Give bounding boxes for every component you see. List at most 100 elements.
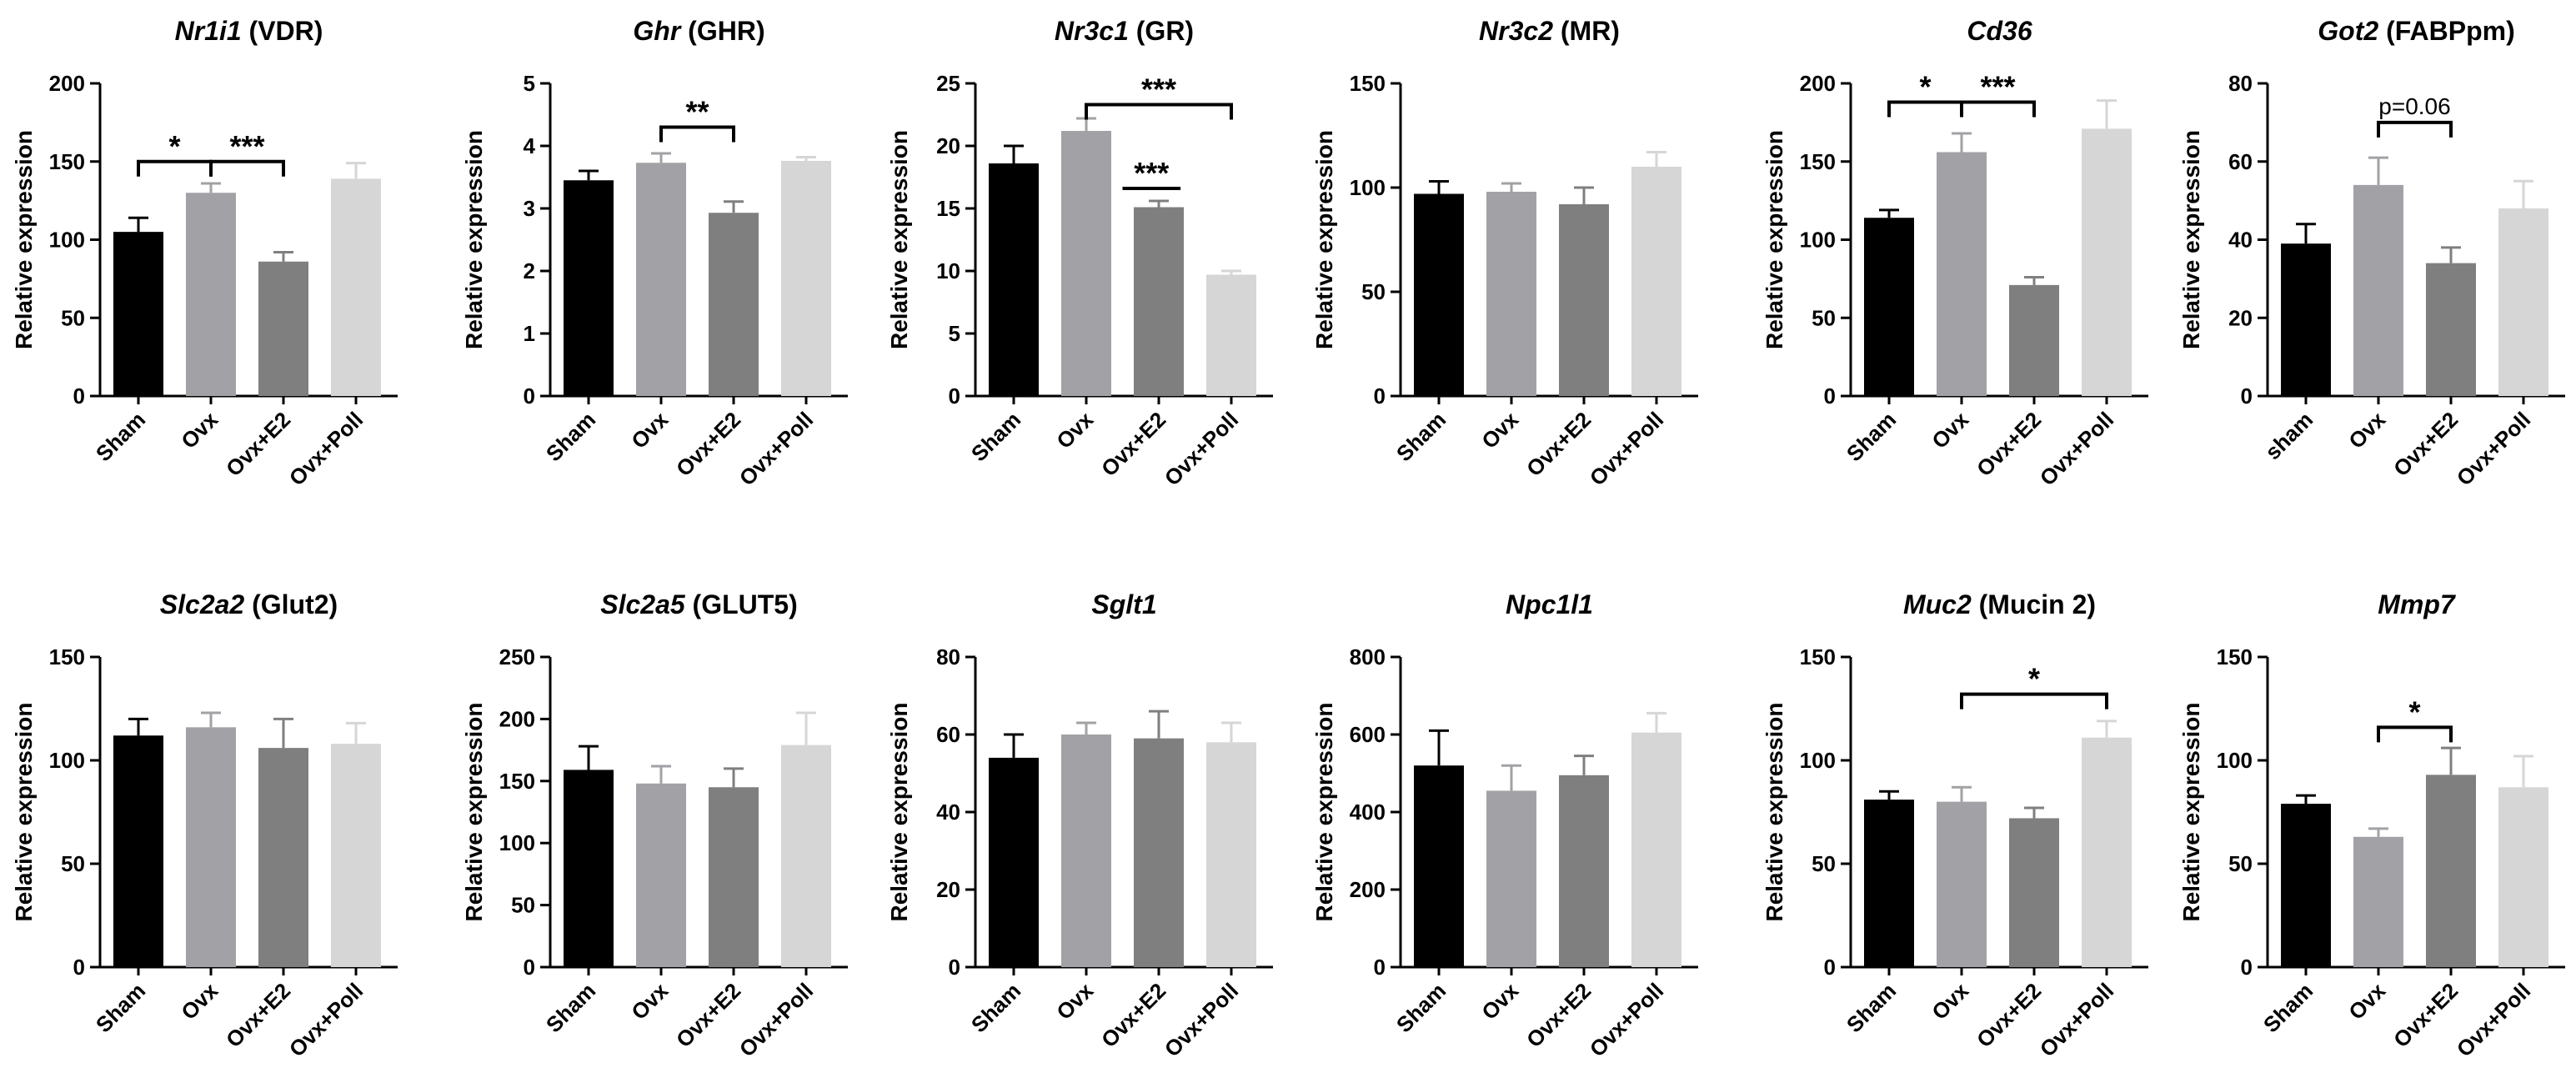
y-axis-label: Relative expression: [461, 702, 487, 921]
y-tick-label: 100: [1800, 748, 1836, 773]
y-tick-label: 100: [2217, 748, 2253, 773]
category-label: Ovx+Poll: [2035, 407, 2118, 490]
y-tick-label: 50: [1361, 279, 1386, 304]
chart-title-gene: Slc2a2: [160, 589, 245, 619]
bar-sham: [989, 163, 1039, 396]
category-label: Ovx+E2: [1521, 978, 1596, 1052]
y-tick-label: 800: [1350, 644, 1386, 669]
chart-panel-6: Got2 (FABPpm) Relative expression 0 20 40 60 8…: [2178, 16, 2565, 490]
chart-title: Sglt1: [1091, 589, 1156, 619]
chart-title-protein: (FABPpm): [2378, 16, 2515, 46]
bar-ovx-poll: [2082, 737, 2132, 967]
y-tick-label: 100: [499, 830, 535, 855]
chart-panel-5: Cd36 Relative expression 0 50 100 150 200 Sham O…: [1762, 16, 2148, 490]
significance-label: *: [2028, 662, 2040, 696]
bar-ovx: [186, 727, 236, 967]
category-label: Ovx+E2: [221, 978, 295, 1052]
significance-label: p=0.06: [2378, 93, 2450, 119]
bar-sham: [2281, 804, 2331, 967]
category-label: Ovx: [626, 407, 673, 454]
y-tick-label: 0: [73, 955, 85, 980]
bar-sham: [564, 180, 614, 396]
chart-panel-1: Nr1i1 (VDR) Relative expression 0 50 100 150 2…: [11, 16, 398, 490]
y-tick-label: 25: [936, 71, 960, 96]
category-label: Ovx+E2: [1521, 407, 1596, 481]
chart-title-gene: Cd36: [1967, 16, 2032, 46]
y-tick-label: 0: [2241, 384, 2253, 409]
chart-title-gene: Muc2: [1903, 589, 1972, 619]
chart-panel-8: Slc2a5 (GLUT5) Relative expression 0 50 100 1…: [461, 589, 848, 1061]
bar-ovx: [1061, 735, 1111, 967]
significance-label: *: [168, 129, 180, 163]
y-axis-label: Relative expression: [886, 702, 912, 921]
chart-title-gene: Npc1l1: [1506, 589, 1593, 619]
bar-ovx-poll: [331, 744, 381, 967]
y-tick-label: 150: [499, 769, 535, 794]
y-tick-label: 20: [936, 877, 960, 902]
bar-ovx-e2: [2009, 818, 2059, 967]
category-label: Sham: [541, 978, 600, 1037]
y-axis-label: Relative expression: [1762, 130, 1787, 349]
chart-title: Mmp7: [2378, 589, 2457, 619]
chart-panel-9: Sglt1 Relative expression 0 20 40 60 80 Sham Ovx…: [886, 589, 1273, 1061]
y-tick-label: 150: [1800, 644, 1836, 669]
chart-panel-3: Nr3c1 (GR) Relative expression 0 5 10 15 20 25 S…: [886, 16, 1273, 490]
category-label: sham: [2260, 407, 2318, 464]
category-label: Ovx+Poll: [1160, 407, 1243, 490]
y-axis-label: Relative expression: [2178, 130, 2204, 349]
bar-ovx: [2353, 836, 2403, 967]
category-label: Ovx: [626, 978, 673, 1025]
y-tick-label: 100: [1350, 175, 1386, 200]
significance-bracket: [2377, 725, 2453, 743]
y-tick-label: 50: [2228, 851, 2253, 876]
chart-title: Slc2a5 (GLUT5): [600, 589, 798, 619]
chart-title: Muc2 (Mucin 2): [1903, 589, 2096, 619]
category-label: Ovx: [176, 407, 223, 454]
chart-title-protein: (Glut2): [244, 589, 338, 619]
y-tick-label: 0: [949, 955, 960, 980]
bar-sham: [1414, 765, 1464, 967]
bar-ovx-e2: [1559, 775, 1609, 967]
category-label: Sham: [966, 407, 1025, 466]
category-label: Ovx+Poll: [284, 978, 368, 1061]
significance-bracket: [1085, 103, 1233, 120]
category-label: Ovx+E2: [1972, 407, 2046, 481]
bar-ovx: [636, 163, 686, 396]
bar-ovx: [1937, 801, 1987, 967]
bar-ovx-poll: [2498, 208, 2548, 396]
significance-bracket: [137, 159, 213, 177]
y-tick-label: 150: [49, 644, 85, 669]
bar-sham: [989, 757, 1039, 967]
bar-ovx: [1486, 192, 1536, 396]
y-tick-label: 0: [73, 384, 85, 409]
category-label: Ovx: [2343, 407, 2390, 454]
category-label: Ovx+Poll: [1585, 978, 1668, 1061]
y-axis-label: Relative expression: [1762, 702, 1787, 921]
significance-bracket: [1887, 100, 1963, 118]
y-tick-label: 200: [1800, 71, 1836, 96]
chart-title-gene: Got2: [2318, 16, 2378, 46]
category-label: Sham: [1842, 978, 1901, 1037]
chart-title: Nr3c2 (MR): [1479, 16, 1620, 46]
chart-title: Npc1l1: [1506, 589, 1593, 619]
bar-sham: [1414, 193, 1464, 396]
bar-ovx-e2: [258, 261, 308, 396]
category-label: Sham: [1391, 978, 1451, 1037]
bar-ovx-e2: [709, 213, 759, 396]
category-label: Sham: [1391, 407, 1451, 466]
bar-ovx-poll: [331, 178, 381, 396]
y-tick-label: 60: [936, 722, 960, 747]
category-label: Ovx+Poll: [734, 407, 818, 490]
chart-title: Cd36: [1967, 16, 2032, 46]
bar-ovx: [636, 783, 686, 967]
y-tick-label: 60: [2228, 149, 2253, 174]
chart-title: Got2 (FABPpm): [2318, 16, 2514, 46]
category-label: Ovx+Poll: [2035, 978, 2118, 1061]
bar-ovx-poll: [1206, 274, 1256, 396]
significance-bracket: [2377, 120, 2453, 138]
y-tick-label: 80: [2228, 71, 2253, 96]
chart-title: Nr3c1 (GR): [1055, 16, 1194, 46]
bar-sham: [1864, 218, 1914, 396]
